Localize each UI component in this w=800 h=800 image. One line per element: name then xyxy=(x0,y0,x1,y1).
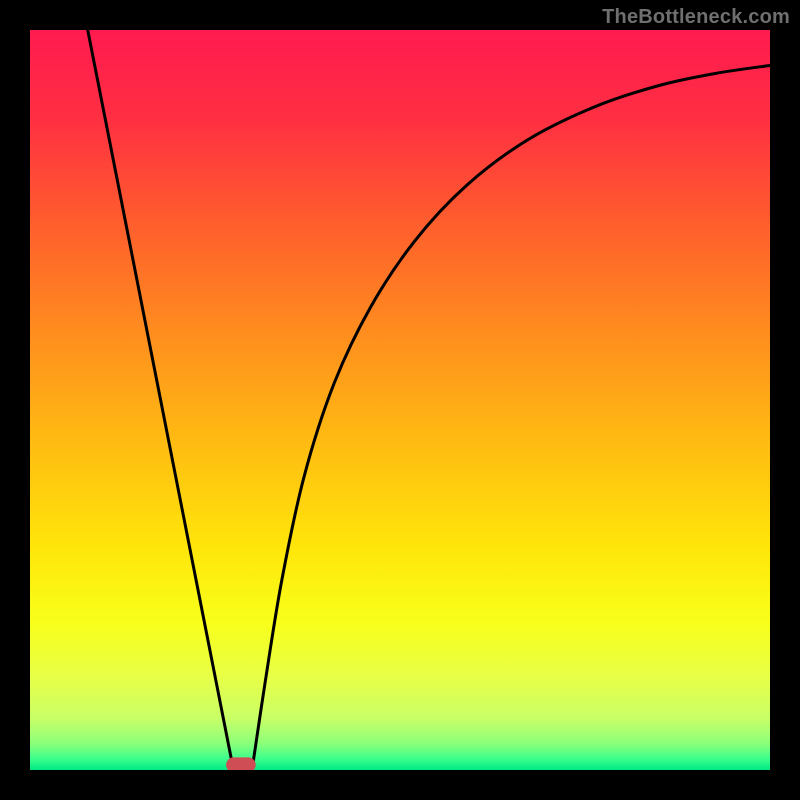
plot-area xyxy=(30,30,770,770)
gradient-background xyxy=(30,30,770,770)
watermark-text: TheBottleneck.com xyxy=(602,6,790,29)
minimum-marker xyxy=(226,757,256,770)
bottleneck-curve-chart xyxy=(30,30,770,770)
